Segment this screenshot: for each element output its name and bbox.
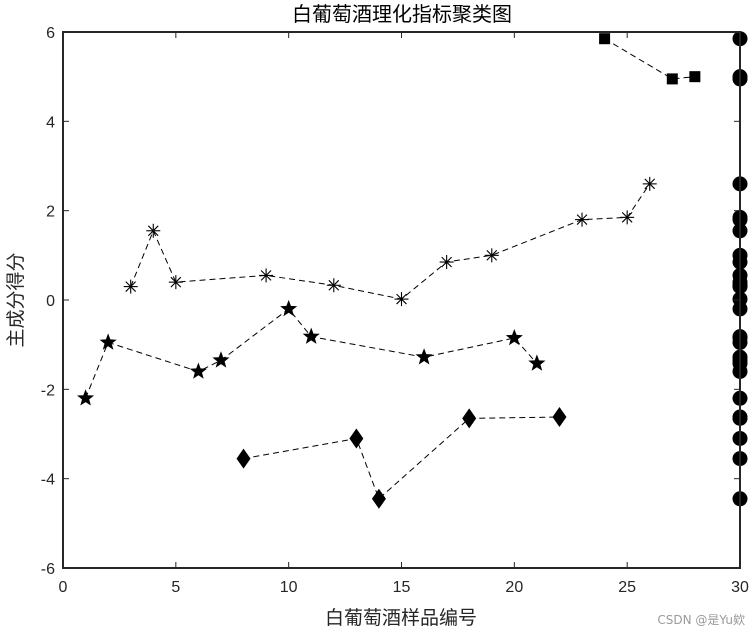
x-axis-label: 白葡萄酒样品编号	[325, 607, 477, 629]
y-axis: -6 -4 -2 0 2 4 6	[41, 25, 740, 578]
star-point	[189, 362, 207, 379]
asterisk-point	[620, 210, 635, 225]
y-tick-label: -6	[41, 561, 55, 578]
series-diamond	[236, 407, 567, 509]
asterisk-point	[642, 176, 657, 191]
series-star	[77, 299, 546, 406]
x-tick-label: 0	[59, 579, 68, 596]
x-tick-label: 10	[280, 579, 298, 596]
y-tick-label: -2	[41, 382, 55, 399]
star-point	[415, 348, 433, 365]
series-diamond-line	[243, 416, 560, 500]
y-tick-label: 6	[46, 25, 55, 42]
watermark: CSDN @是Yu欸	[657, 613, 745, 627]
asterisk-point	[394, 292, 409, 307]
asterisk-point	[123, 279, 138, 294]
x-tick-label: 30	[731, 579, 749, 596]
series-square-line	[604, 38, 695, 80]
y-tick-label: -4	[41, 472, 55, 489]
star-point	[505, 329, 523, 346]
square-point	[689, 71, 701, 83]
y-tick-label: 4	[46, 114, 55, 131]
y-tick-label: 2	[46, 204, 55, 221]
star-point	[280, 299, 298, 317]
asterisk-point	[484, 248, 499, 263]
star-point	[212, 351, 230, 368]
star-point	[528, 354, 546, 371]
diamond-point	[349, 428, 364, 449]
asterisk-point	[168, 275, 183, 290]
asterisk-point	[259, 268, 274, 283]
star-point	[302, 327, 320, 344]
asterisk-point	[146, 223, 161, 238]
x-tick-label: 20	[505, 579, 523, 596]
square-point	[666, 73, 678, 85]
x-axis: 0 5 10 15 20 25 30	[59, 32, 749, 596]
asterisk-point	[575, 212, 590, 227]
series-square	[599, 33, 701, 85]
series-layer	[77, 31, 748, 509]
series-star-line	[85, 308, 538, 399]
series-asterisk-line	[130, 183, 651, 300]
chart-title: 白葡萄酒理化指标聚类图	[292, 2, 512, 26]
square-point	[599, 33, 611, 45]
diamond-point	[552, 407, 567, 428]
series-asterisk	[123, 176, 657, 307]
y-tick-label: 0	[46, 293, 55, 310]
x-tick-label: 25	[618, 579, 636, 596]
asterisk-point	[326, 278, 341, 293]
x-tick-label: 5	[171, 579, 180, 596]
star-point	[99, 333, 117, 350]
asterisk-point	[439, 255, 454, 270]
star-point	[77, 389, 95, 406]
diamond-point	[371, 488, 386, 509]
y-axis-label: 主成分得分	[5, 252, 27, 347]
diamond-point	[462, 408, 477, 429]
x-tick-label: 15	[393, 579, 411, 596]
diamond-point	[236, 448, 251, 469]
